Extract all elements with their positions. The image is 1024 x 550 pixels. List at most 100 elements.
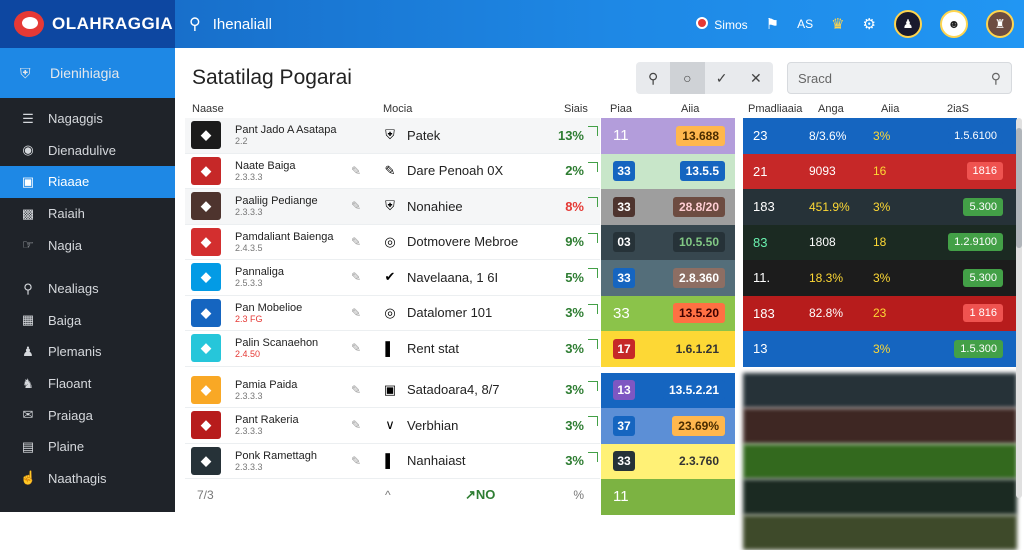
stat-value-1: 21 — [743, 164, 809, 179]
column-header-stake[interactable]: Siais — [564, 103, 588, 115]
odds-cell[interactable]: 11 — [601, 479, 735, 515]
trophy-icon[interactable]: ♛ — [831, 15, 844, 33]
bar-icon: ▌ — [381, 453, 399, 468]
scrollbar[interactable] — [1016, 118, 1022, 498]
stats-row[interactable]: 11.18.3%3%5.300 — [743, 260, 1017, 296]
settings-icon[interactable]: ⚙ — [863, 15, 876, 33]
sidebar-header[interactable]: ⛨ Dienihiagia — [0, 48, 175, 98]
user-avatar[interactable]: ☻ — [940, 10, 968, 38]
sidebar-item-plemanis[interactable]: ♟Plemanis — [0, 336, 175, 368]
stat-value-2: 451.9% — [809, 200, 873, 214]
sidebar-item-naathagis[interactable]: ☝Naathagis — [0, 463, 175, 495]
edit-icon[interactable]: ✎ — [351, 235, 369, 249]
column-header-name[interactable]: Naase — [192, 103, 224, 115]
sidebar-item-nagaggis[interactable]: ☰Nagaggis — [0, 103, 175, 135]
stats-row-placeholder — [743, 515, 1017, 550]
sidebar-item-nagia[interactable]: ☞Nagia — [0, 229, 175, 261]
edit-icon[interactable]: ✎ — [351, 164, 369, 178]
team-badge-icon[interactable]: ♟ — [894, 10, 922, 38]
edit-icon[interactable]: ✎ — [351, 454, 369, 468]
odds-left-value: 11 — [613, 127, 629, 144]
trend-icon — [588, 126, 598, 136]
stat-value-4: 1.5.6100 — [948, 127, 1003, 145]
sidebar-item-riaaae[interactable]: ▣Riaaae — [0, 166, 175, 198]
column-header-market[interactable]: Mocia — [383, 103, 412, 115]
scroll-up-icon[interactable]: ^ — [385, 488, 391, 502]
column-header-odds-b[interactable]: Aiia — [681, 103, 699, 115]
top-search[interactable]: ⚲ Ihenaliall — [189, 14, 272, 34]
edit-icon[interactable]: ✎ — [351, 418, 369, 432]
odds-left-value: 33 — [613, 161, 635, 181]
close-tool-icon[interactable]: ✕ — [739, 62, 773, 94]
column-header-stat-2[interactable]: Anga — [818, 103, 844, 115]
column-header-stat-4[interactable]: 2iaS — [947, 103, 969, 115]
pagination-label[interactable]: ↗NO — [465, 487, 495, 503]
stats-row-placeholder — [743, 408, 1017, 444]
stats-row-placeholder — [743, 373, 1017, 409]
flag-icon[interactable]: ⚑ — [766, 15, 779, 33]
search-input[interactable]: Sracd ⚲ — [787, 62, 1012, 94]
sidebar-item-baiga[interactable]: ▦Baiga — [0, 305, 175, 337]
circle-tool-icon[interactable]: ○ — [670, 62, 704, 94]
edit-icon[interactable]: ✎ — [351, 270, 369, 284]
person-icon: ♟ — [20, 344, 36, 360]
club-badge-icon[interactable]: ♜ — [986, 10, 1014, 38]
sidebar-item-nealiags[interactable]: ⚲Nealiags — [0, 273, 175, 305]
edit-icon[interactable]: ✎ — [351, 199, 369, 213]
notification-item[interactable]: Simos — [696, 17, 747, 32]
trend-icon — [588, 381, 598, 391]
edit-icon[interactable]: ✎ — [351, 306, 369, 320]
search-tool-icon[interactable]: ⚲ — [636, 62, 670, 94]
sidebar-item-praiaga[interactable]: ✉Praiaga — [0, 399, 175, 431]
check-tool-icon[interactable]: ✓ — [705, 62, 739, 94]
app-logo[interactable]: OLAHRAGGIA — [0, 0, 175, 48]
stat-value-2: 82.8% — [809, 306, 873, 320]
topbar-label-as[interactable]: AS — [797, 17, 813, 31]
team-logo-icon: ◆ — [191, 263, 221, 291]
column-header-stat-1[interactable]: Pmadliaaia — [748, 103, 802, 115]
sidebar: ⛨ Dienihiagia ☰Nagaggis ◉Dienadulive ▣Ri… — [0, 48, 175, 512]
edit-icon[interactable]: ✎ — [351, 383, 369, 397]
sidebar-item-raiaih[interactable]: ▩Raiaih — [0, 198, 175, 230]
team-logo-icon: ◆ — [191, 157, 221, 185]
team-sub: 2.3.3.3 — [235, 426, 347, 436]
stat-value-3: 18 — [873, 235, 933, 249]
sidebar-item-flaoant[interactable]: ♞Flaoant — [0, 368, 175, 400]
sidebar-item-plaine[interactable]: ▤Plaine — [0, 431, 175, 463]
team-logo-icon: ◆ — [191, 299, 221, 327]
column-header-odds-a[interactable]: Piaa — [610, 103, 632, 115]
column-header-stat-3[interactable]: Aiia — [881, 103, 899, 115]
edit-icon[interactable]: ✎ — [351, 341, 369, 355]
team-sub: 2.3.3.3 — [235, 391, 347, 401]
odds-left-value: 11 — [613, 488, 629, 505]
sidebar-item-dienadulive[interactable]: ◉Dienadulive — [0, 135, 175, 167]
